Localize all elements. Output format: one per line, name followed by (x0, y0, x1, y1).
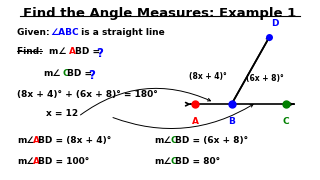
Text: (8x + 4)°: (8x + 4)° (189, 72, 227, 81)
Text: Find:  m∠: Find: m∠ (17, 48, 67, 57)
Text: BD =: BD = (68, 69, 96, 78)
Text: A: A (69, 48, 76, 57)
Text: C: C (282, 117, 289, 126)
Text: C: C (170, 157, 177, 166)
Text: B: B (228, 117, 235, 126)
Text: ?: ? (96, 48, 103, 60)
Text: m∠: m∠ (43, 69, 61, 78)
Text: Find the Angle Measures: Example 1: Find the Angle Measures: Example 1 (23, 7, 297, 20)
Text: A: A (192, 117, 198, 126)
Text: C: C (170, 136, 177, 145)
Text: D: D (272, 19, 279, 28)
Text: Given:: Given: (17, 28, 53, 37)
Text: x = 12: x = 12 (46, 109, 78, 118)
Text: ?: ? (88, 69, 95, 82)
Text: m∠: m∠ (154, 136, 172, 145)
Text: BD = (8x + 4)°: BD = (8x + 4)° (38, 136, 111, 145)
Text: C: C (62, 69, 69, 78)
Text: A: A (33, 136, 40, 145)
Text: m∠: m∠ (154, 157, 172, 166)
Text: is a straight line: is a straight line (78, 28, 165, 37)
Text: BD = 100°: BD = 100° (38, 157, 90, 166)
Text: m∠: m∠ (17, 136, 35, 145)
Text: BD =: BD = (75, 48, 103, 57)
Text: A: A (33, 157, 40, 166)
Text: BD = (6x + 8)°: BD = (6x + 8)° (175, 136, 249, 145)
Text: m∠: m∠ (17, 157, 35, 166)
Text: (8x + 4)° + (6x + 8)° = 180°: (8x + 4)° + (6x + 8)° = 180° (17, 90, 158, 99)
Text: (6x + 8)°: (6x + 8)° (246, 74, 284, 83)
Text: ∠ABC: ∠ABC (51, 28, 79, 37)
Text: BD = 80°: BD = 80° (175, 157, 220, 166)
